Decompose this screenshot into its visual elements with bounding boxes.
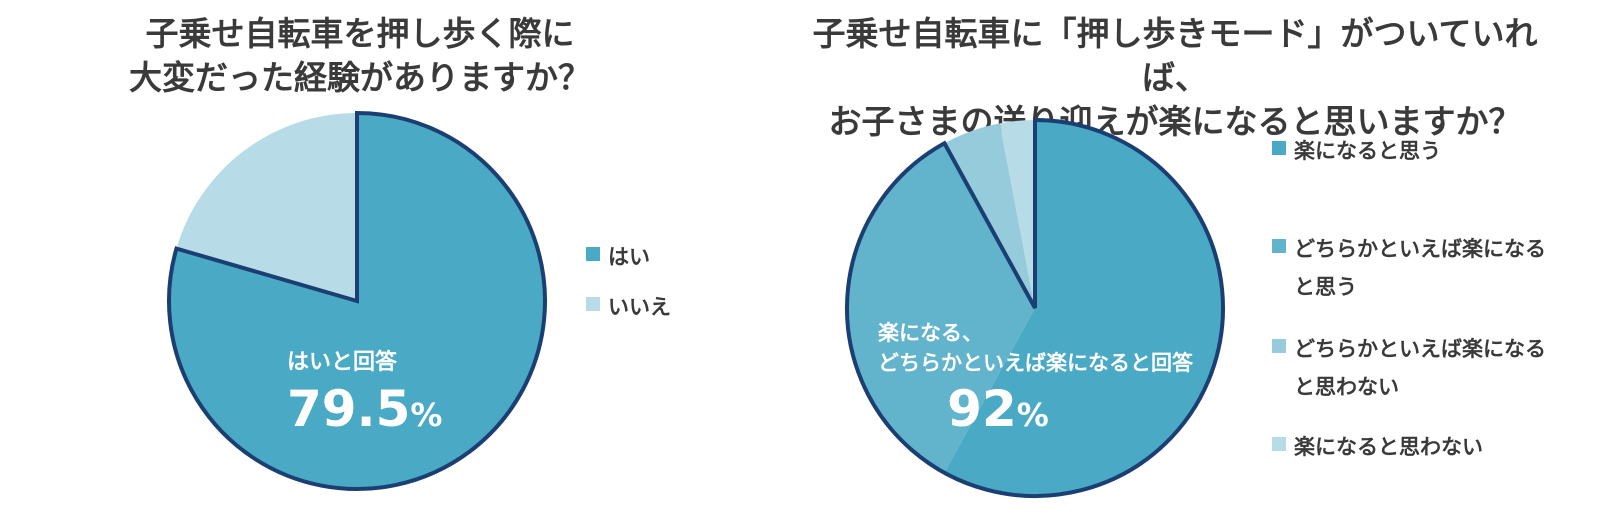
right-annotation-number: 92 <box>947 380 1017 438</box>
legend-swatch-icon <box>1272 239 1286 253</box>
right-pie-annotation: 楽になる、 どちらかといえば楽になると回答 92% <box>878 318 1208 452</box>
legend-item-dochiraka-raku: どちらかといえば楽になる と思う <box>1272 230 1546 306</box>
legend-item-hai: はい <box>586 238 650 276</box>
legend-item-dochiraka-not: どちらかといえば楽になる と思わない <box>1272 330 1546 406</box>
legend-item-raku: 楽になると思う <box>1272 132 1441 170</box>
legend-item-iie: いいえ <box>586 288 671 326</box>
left-title-line2: 大変だった経験がありますか？ <box>129 58 591 97</box>
pie-highlight-outline <box>167 110 547 491</box>
legend-label-line2: と思う <box>1294 275 1357 299</box>
pie-highlight-outline <box>845 117 1225 498</box>
left-chart-title: 子乗せ自転車を押し歩く際に 大変だった経験がありますか？ <box>100 12 620 100</box>
legend-label: はい <box>608 245 650 269</box>
left-annotation-unit: % <box>410 396 443 434</box>
right-annotation-line1: 楽になる、 <box>878 321 983 345</box>
legend-swatch-icon <box>586 297 600 311</box>
legend-swatch-icon <box>1272 437 1286 451</box>
legend-label: 楽になると思う <box>1294 139 1441 163</box>
right-chart-title: 子乗せ自転車に「押し歩きモード」がついていれば、 お子さまの送り迎えが楽になると… <box>790 12 1560 144</box>
pie-slice <box>999 120 1035 308</box>
left-annotation-label: はいと回答 <box>287 350 398 375</box>
pie-slice <box>944 120 1223 496</box>
legend-label: 楽になると思わない <box>1294 435 1483 459</box>
left-pie-annotation: はいと回答 79.5% <box>287 348 442 452</box>
pie-slice <box>944 123 1035 309</box>
right-annotation-value: 92% <box>878 378 1118 452</box>
pie-slice <box>176 113 357 301</box>
legend-label-line1: どちらかといえば楽になる <box>1294 237 1546 261</box>
legend-swatch-icon <box>586 247 600 261</box>
legend-swatch-icon <box>1272 339 1286 353</box>
right-title-line2: お子さまの送り迎えが楽になると思いますか？ <box>828 102 1522 141</box>
legend-swatch-icon <box>1272 141 1286 155</box>
legend-item-not: 楽になると思わない <box>1272 428 1483 466</box>
left-annotation-value: 79.5% <box>287 378 442 452</box>
left-annotation-number: 79.5 <box>287 380 411 438</box>
legend-label-line1: どちらかといえば楽になる <box>1294 337 1546 361</box>
legend-label: いいえ <box>608 295 671 319</box>
right-annotation-unit: % <box>1016 396 1049 434</box>
legend-label-line2: と思わない <box>1294 375 1399 399</box>
right-title-line1: 子乗せ自転車に「押し歩きモード」がついていれば、 <box>812 14 1538 97</box>
right-annotation-line2: どちらかといえば楽になると回答 <box>878 351 1193 375</box>
left-title-line1: 子乗せ自転車を押し歩く際に <box>145 14 575 53</box>
